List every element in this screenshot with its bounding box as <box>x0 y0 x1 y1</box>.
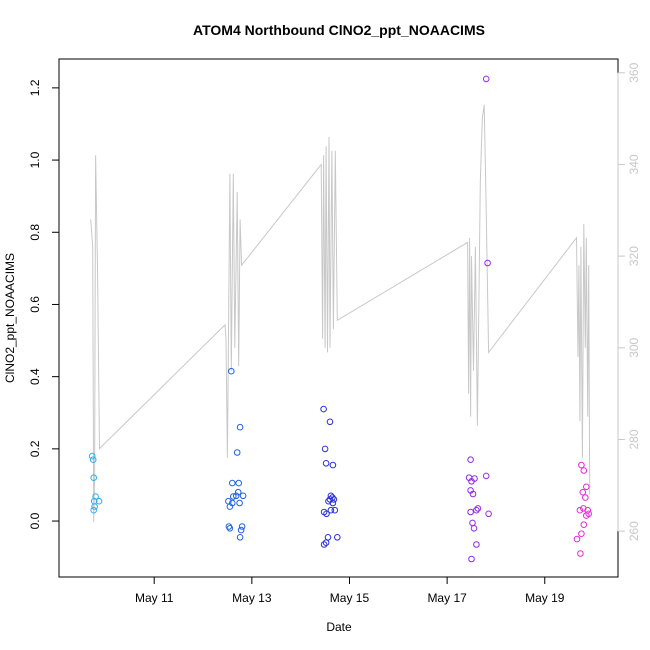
x-tick-label: May 11 <box>135 591 174 605</box>
scatter-point <box>578 461 585 469</box>
scatter-point <box>471 475 478 482</box>
scatter-point <box>473 541 480 548</box>
scatter-point <box>329 461 337 469</box>
x-axis-label: Date <box>326 620 352 634</box>
line-series-path <box>90 104 591 523</box>
x-tick-label: May 13 <box>232 591 272 605</box>
scatter-point <box>239 492 247 500</box>
scatter-point <box>91 503 98 510</box>
scatter-point <box>334 534 341 541</box>
scatter-point <box>323 510 330 518</box>
scatter-point <box>467 508 474 516</box>
scatter-point <box>329 499 337 507</box>
y2-tick-label: 360 <box>627 62 641 82</box>
y2-tick-label: 340 <box>627 154 641 174</box>
y2-tick-label: 320 <box>627 246 641 266</box>
y-tick-label: 0.0 <box>28 512 42 529</box>
scatter-point <box>473 506 480 514</box>
y-tick-label: 0.4 <box>28 368 42 385</box>
scatter-point <box>485 510 492 518</box>
scatter-point <box>320 541 328 548</box>
y-tick-label: 0.2 <box>28 440 42 457</box>
scatter-point <box>470 525 478 532</box>
scatter-point <box>484 259 491 267</box>
scatter-point <box>226 503 234 510</box>
plot-frame <box>58 58 619 578</box>
y-tick-label: 1.0 <box>28 151 42 168</box>
scatter-point <box>236 534 244 541</box>
chart-title: ATOM4 Northbound ClNO2_ppt_NOAACIMS <box>193 22 485 38</box>
y2-tick-label: 300 <box>627 337 641 357</box>
scatter-point <box>482 472 490 480</box>
scatter-point <box>238 523 246 530</box>
scatter-point <box>236 423 244 431</box>
scatter-point <box>226 525 234 532</box>
y-tick-label: 0.6 <box>28 296 42 313</box>
y2-tick-label: 280 <box>627 429 641 449</box>
scatter-point <box>576 506 584 514</box>
scatter-point <box>331 506 339 514</box>
x-tick-label: May 17 <box>427 591 467 605</box>
scatter-point <box>228 367 235 375</box>
scatter-point <box>95 497 103 505</box>
scatter-point <box>321 445 329 453</box>
scatter-point <box>232 492 240 500</box>
scatter-point <box>578 530 585 538</box>
scatter-point <box>322 460 330 467</box>
scatter-point <box>330 496 338 503</box>
scatter-point <box>474 505 482 512</box>
y-axis: 0.0 0.2 0.4 0.6 0.8 1.0 1.2 <box>28 79 59 529</box>
scatter-point <box>90 474 97 482</box>
x-tick-label: May 15 <box>330 591 370 605</box>
scatter-point <box>233 449 241 456</box>
scatter-point <box>326 418 334 426</box>
scatter-point <box>324 534 332 541</box>
scatter-point <box>573 535 581 543</box>
scatter-point <box>583 512 590 519</box>
line-series <box>90 104 591 523</box>
y-tick-label: 1.2 <box>28 79 42 96</box>
scatter-point <box>580 521 588 529</box>
scatter-point <box>468 555 475 563</box>
scatter-point <box>482 75 490 83</box>
scatter-point <box>320 405 327 413</box>
scatter-point <box>582 494 589 501</box>
scatter-point <box>467 456 474 464</box>
scatter-point <box>229 479 236 487</box>
scatter-point <box>236 499 243 507</box>
x-tick-label: May 19 <box>525 591 565 605</box>
scatter-point <box>327 506 335 514</box>
y2-tick-label: 260 <box>627 521 641 541</box>
scatter-point <box>237 526 245 534</box>
scatter-point <box>234 488 242 496</box>
x-axis: May 11 May 13 May 15 May 17 May 19 <box>135 577 565 605</box>
scatter-point <box>92 493 99 500</box>
scatter-point <box>577 550 584 557</box>
y-tick-label: 0.8 <box>28 224 42 241</box>
scatter-point <box>579 488 587 496</box>
scatter-point <box>583 483 590 491</box>
scatter-point <box>580 505 587 512</box>
scatter-point <box>89 456 97 464</box>
scatter-point <box>90 506 97 514</box>
scatter-point <box>88 452 96 460</box>
scatter-point <box>230 493 237 500</box>
scatter-point <box>235 479 242 487</box>
scatter-point <box>469 519 476 527</box>
y-axis-label: ClNO2_ppt_NOAACIMS <box>3 253 17 383</box>
scatter-series <box>88 75 593 563</box>
y2-axis: 260 280 300 320 340 360 <box>617 62 641 541</box>
scatter-point <box>580 467 588 474</box>
scatter-point <box>469 490 477 498</box>
